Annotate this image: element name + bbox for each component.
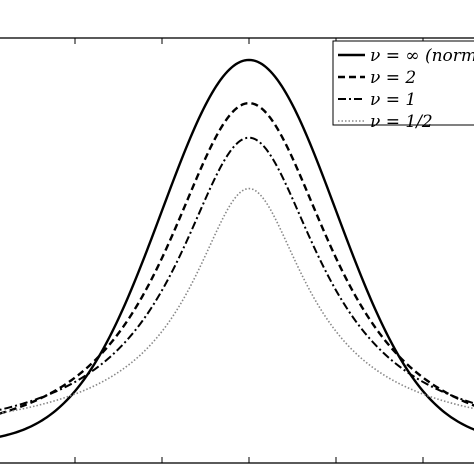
legend-label-1: ν = 2 [370, 68, 416, 88]
series-layer [0, 58, 474, 438]
series-line-3 [0, 187, 474, 414]
legend: ν = ∞ (normal)ν = 2ν = 1ν = 1/2 [332, 40, 474, 132]
legend-label-2: ν = 1 [370, 90, 416, 110]
legend-label-0: ν = ∞ (normal) [370, 46, 474, 66]
legend-label-3: ν = 1/2 [370, 112, 433, 132]
series-line-0 [0, 58, 474, 438]
